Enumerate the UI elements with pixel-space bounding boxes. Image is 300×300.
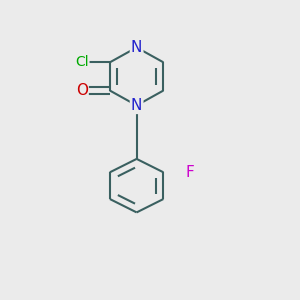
Text: Cl: Cl	[75, 55, 88, 69]
Text: F: F	[186, 165, 194, 180]
Text: N: N	[131, 40, 142, 55]
Text: N: N	[131, 98, 142, 113]
Text: O: O	[76, 83, 88, 98]
